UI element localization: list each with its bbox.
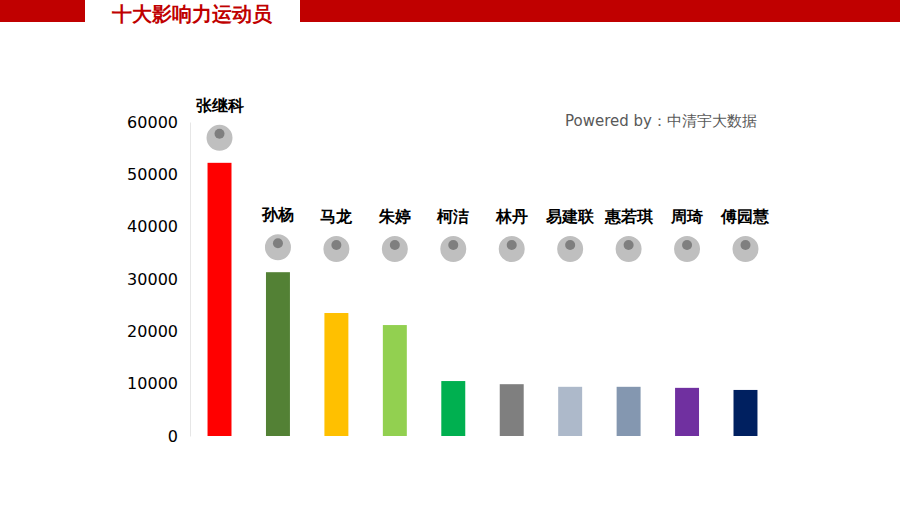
bar: [675, 388, 699, 436]
bar: [617, 387, 641, 436]
category-label: 张继科: [196, 96, 244, 115]
avatar: [322, 235, 350, 263]
y-tick: 40000: [127, 217, 190, 236]
y-tick: 30000: [127, 270, 190, 289]
y-tick: 50000: [127, 165, 190, 184]
avatar: [556, 235, 584, 263]
avatar: [264, 233, 292, 261]
category-label: 傅园慧: [720, 207, 770, 226]
y-tick: 10000: [127, 374, 190, 393]
y-tick-label: 0: [168, 427, 178, 446]
y-tick: 60000: [127, 113, 190, 132]
category-label: 孙杨: [261, 205, 294, 224]
avatar: [381, 235, 409, 263]
category-label: 马龙: [320, 207, 353, 226]
y-tick-label: 60000: [127, 113, 178, 132]
chart: 十大影响力运动员 Powered by：中清宇大数据 0 10000 20000 3000…: [0, 0, 900, 506]
bar: [324, 313, 348, 436]
avatar-head: [624, 240, 634, 250]
avatar-head: [507, 240, 517, 250]
avatar-head: [682, 240, 692, 250]
avatar: [615, 235, 643, 263]
avatar-head: [331, 240, 341, 250]
bar: [441, 381, 465, 436]
y-tick: 0: [168, 427, 190, 446]
title: 十大影响力运动员: [111, 2, 273, 26]
avatar-head: [273, 238, 283, 248]
avatar: [439, 235, 467, 263]
avatar: [498, 235, 526, 263]
bar: [266, 272, 290, 436]
category-label: 易建联: [545, 207, 595, 226]
category-label: 惠若琪: [604, 207, 653, 226]
avatar: [673, 235, 701, 263]
avatar-head: [215, 129, 225, 139]
avatar-head: [740, 240, 750, 250]
bars: [208, 163, 758, 436]
y-tick: 20000: [127, 322, 190, 341]
bar: [558, 387, 582, 436]
category-labels: 张继科孙杨 马龙 朱婷 柯洁 林丹易建联惠若琪周琦傅园慧: [196, 96, 771, 263]
avatar-head: [565, 240, 575, 250]
avatar: [731, 235, 759, 263]
header-box: [85, 0, 300, 30]
bar: [734, 390, 758, 436]
y-tick-label: 10000: [127, 374, 178, 393]
y-tick-label: 40000: [127, 217, 178, 236]
category-label: 朱婷: [378, 207, 411, 226]
y-axis-line: [190, 123, 191, 437]
bar: [208, 163, 232, 436]
y-axis: 0 10000 20000 30000 40000 50000 60000: [127, 113, 190, 446]
avatar: [206, 124, 234, 152]
avatar-head: [448, 240, 458, 250]
bar: [383, 325, 407, 436]
category-label: 周琦: [670, 207, 703, 226]
bar: [500, 384, 524, 436]
y-tick-label: 50000: [127, 165, 178, 184]
y-tick-label: 30000: [127, 270, 178, 289]
category-label: 柯洁: [436, 207, 469, 226]
annotation: Powered by：中清宇大数据: [565, 112, 757, 130]
avatar-head: [390, 240, 400, 250]
y-tick-label: 20000: [127, 322, 178, 341]
category-label: 林丹: [495, 207, 528, 226]
